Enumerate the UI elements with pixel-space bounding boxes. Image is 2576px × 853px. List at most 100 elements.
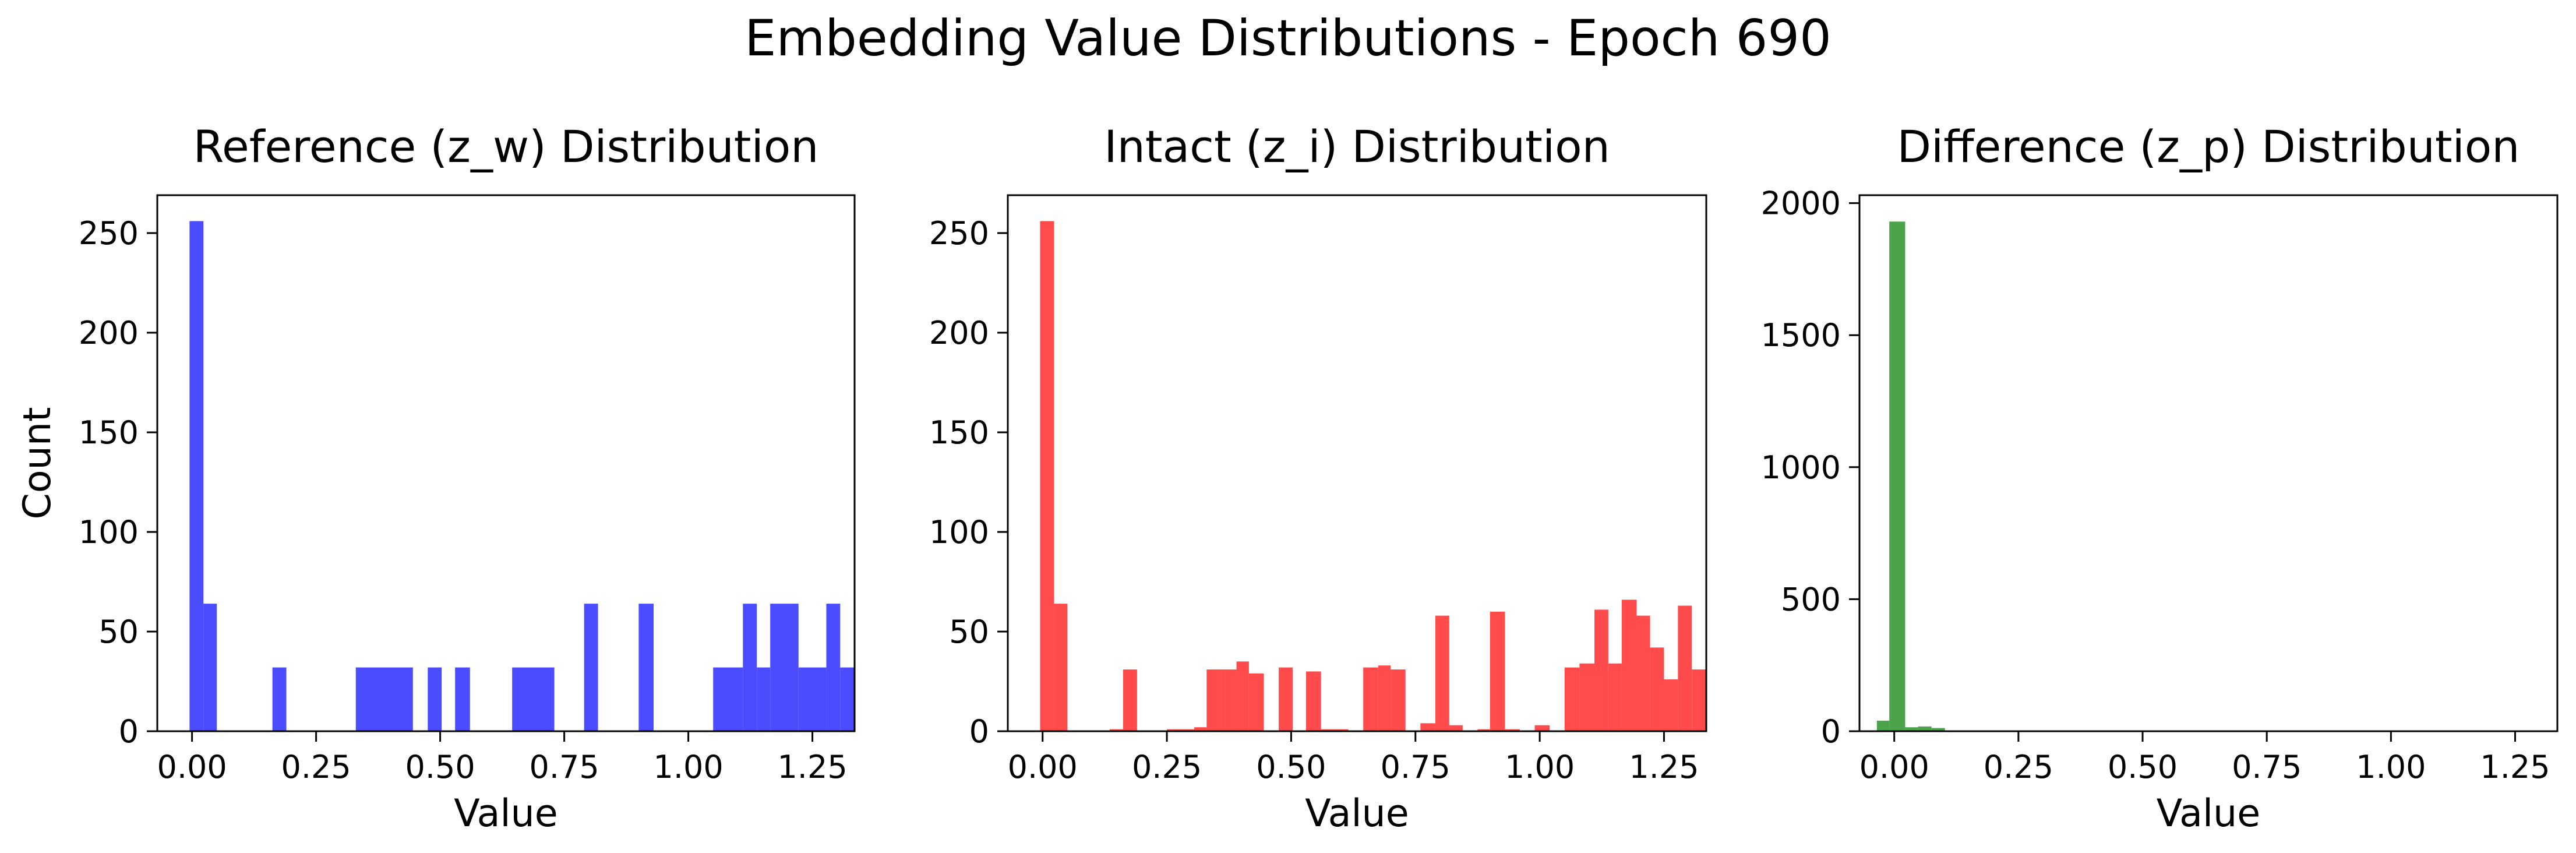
histogram-bar xyxy=(743,604,757,731)
histogram-bar xyxy=(1608,663,1622,731)
histogram-bar xyxy=(584,604,598,731)
y-tick-label: 0 xyxy=(119,713,139,750)
y-tick-label: 100 xyxy=(929,514,989,551)
histogram-bar xyxy=(1664,679,1678,731)
y-tick-label: 100 xyxy=(79,514,139,551)
x-axis-label: Value xyxy=(454,792,558,836)
chart-panel-1: 0.00 0.25 0.50 0.75 1.00 1.25 0 50 100 150 200 250 R… xyxy=(16,121,856,836)
histogram-bar xyxy=(1279,667,1293,731)
histogram-bar xyxy=(1621,600,1637,731)
histogram-bar xyxy=(1167,729,1182,731)
x-tick-label: 1.25 xyxy=(2480,749,2550,785)
x-tick-label: 1.00 xyxy=(2356,749,2426,785)
histogram-bar xyxy=(1040,221,1054,732)
histogram-bar xyxy=(770,604,799,731)
y-axis-label: Count xyxy=(16,407,59,519)
subplot-title: Difference (z_p) Distribution xyxy=(1897,121,2520,172)
histogram-bar xyxy=(1363,667,1378,731)
histogram-bar xyxy=(355,667,413,731)
histogram-bar xyxy=(1336,729,1349,731)
histogram-bar xyxy=(1918,726,1932,731)
histogram-bar xyxy=(189,221,204,732)
axes-frame xyxy=(1007,194,1707,732)
x-tick-label: 1.25 xyxy=(777,749,847,785)
histogram-bar xyxy=(1678,605,1692,731)
histogram-bar xyxy=(1221,669,1237,731)
histogram-bar xyxy=(1123,669,1137,731)
chart-panel-2: 0.00 0.25 0.50 0.75 1.00 1.25 0 50 100 150 200 250 I… xyxy=(929,121,1707,836)
histogram-bar xyxy=(1692,669,1706,731)
histogram-bar xyxy=(1889,221,1905,731)
x-tick-label: 0.00 xyxy=(1859,749,1929,785)
x-tick-label: 0.50 xyxy=(1256,749,1326,785)
histogram-bar xyxy=(1490,611,1505,731)
y-tick-label: 250 xyxy=(79,215,139,252)
histogram-bar xyxy=(1905,727,1918,731)
histogram-bar xyxy=(798,667,827,731)
x-tick-label: 0.75 xyxy=(1381,749,1451,785)
x-tick-label: 0.25 xyxy=(1984,749,2053,785)
subplot-title: Intact (z_i) Distribution xyxy=(1104,121,1610,172)
histogram-bar xyxy=(1636,615,1650,731)
y-tick-label: 200 xyxy=(929,315,989,351)
chart-panel-3: 0.00 0.25 0.50 0.75 1.00 1.25 0 500 1000 1500 2000… xyxy=(1761,121,2559,836)
histogram-bar xyxy=(203,604,217,731)
figure-title: Embedding Value Distributions - Epoch 69… xyxy=(744,9,1832,68)
y-tick-label: 250 xyxy=(929,215,989,252)
x-axis-label: Value xyxy=(2157,792,2261,836)
histogram-bar xyxy=(1477,729,1490,731)
histogram-bar xyxy=(1931,728,1945,731)
histogram-bar xyxy=(1534,725,1550,731)
histogram-bar xyxy=(1876,720,1890,731)
histogram-bar xyxy=(1248,673,1264,731)
histogram-bar xyxy=(1449,725,1463,731)
y-tick-label: 150 xyxy=(929,414,989,451)
histogram-bar xyxy=(1505,729,1520,731)
x-tick-label: 1.25 xyxy=(1629,749,1699,785)
histogram-bar xyxy=(1579,663,1594,731)
y-tick-label: 150 xyxy=(79,414,139,451)
histogram-bar xyxy=(1435,615,1449,731)
x-tick-label: 0.00 xyxy=(1008,749,1078,785)
y-tick-label: 0 xyxy=(969,713,989,750)
x-tick-label: 1.00 xyxy=(653,749,723,785)
histogram-bar xyxy=(757,667,771,731)
x-tick-label: 0.50 xyxy=(2108,749,2178,785)
y-tick-label: 1500 xyxy=(1761,317,1841,354)
histogram-bar xyxy=(1181,729,1195,731)
y-tick-label: 50 xyxy=(949,614,989,650)
y-tick-label: 0 xyxy=(1821,713,1841,750)
histogram-bar xyxy=(1378,665,1391,731)
histogram-bar xyxy=(826,604,841,731)
histogram-bar xyxy=(512,667,555,731)
y-tick-label: 2000 xyxy=(1761,185,1841,222)
histogram-bar xyxy=(638,604,654,731)
histogram-bar xyxy=(713,667,743,731)
histogram-bar xyxy=(840,667,855,731)
histogram-bar xyxy=(1206,669,1222,731)
histogram-bar xyxy=(1564,667,1580,731)
histogram-bar xyxy=(1054,604,1068,731)
x-axis-label: Value xyxy=(1305,792,1409,836)
x-tick-label: 0.50 xyxy=(405,749,475,785)
x-tick-label: 0.25 xyxy=(1132,749,1202,785)
histogram-bar xyxy=(1236,661,1249,731)
histogram-bar xyxy=(1194,727,1207,731)
histogram-bar xyxy=(1321,729,1336,731)
axes-frame xyxy=(156,194,856,732)
histogram-bar xyxy=(428,667,442,731)
y-tick-label: 500 xyxy=(1781,581,1841,618)
histogram-bar xyxy=(1650,647,1664,731)
histogram-bar xyxy=(1420,723,1435,731)
histogram-bar xyxy=(1109,729,1123,731)
histogram-bar xyxy=(1306,671,1321,731)
histogram-bar xyxy=(1594,609,1608,731)
subplot-title: Reference (z_w) Distribution xyxy=(193,121,819,172)
histogram-bar xyxy=(1391,669,1406,731)
axes-frame xyxy=(1858,194,2559,732)
x-tick-label: 1.00 xyxy=(1505,749,1575,785)
y-tick-label: 1000 xyxy=(1761,449,1841,486)
x-tick-label: 0.75 xyxy=(529,749,599,785)
histogram-bar xyxy=(455,667,470,731)
